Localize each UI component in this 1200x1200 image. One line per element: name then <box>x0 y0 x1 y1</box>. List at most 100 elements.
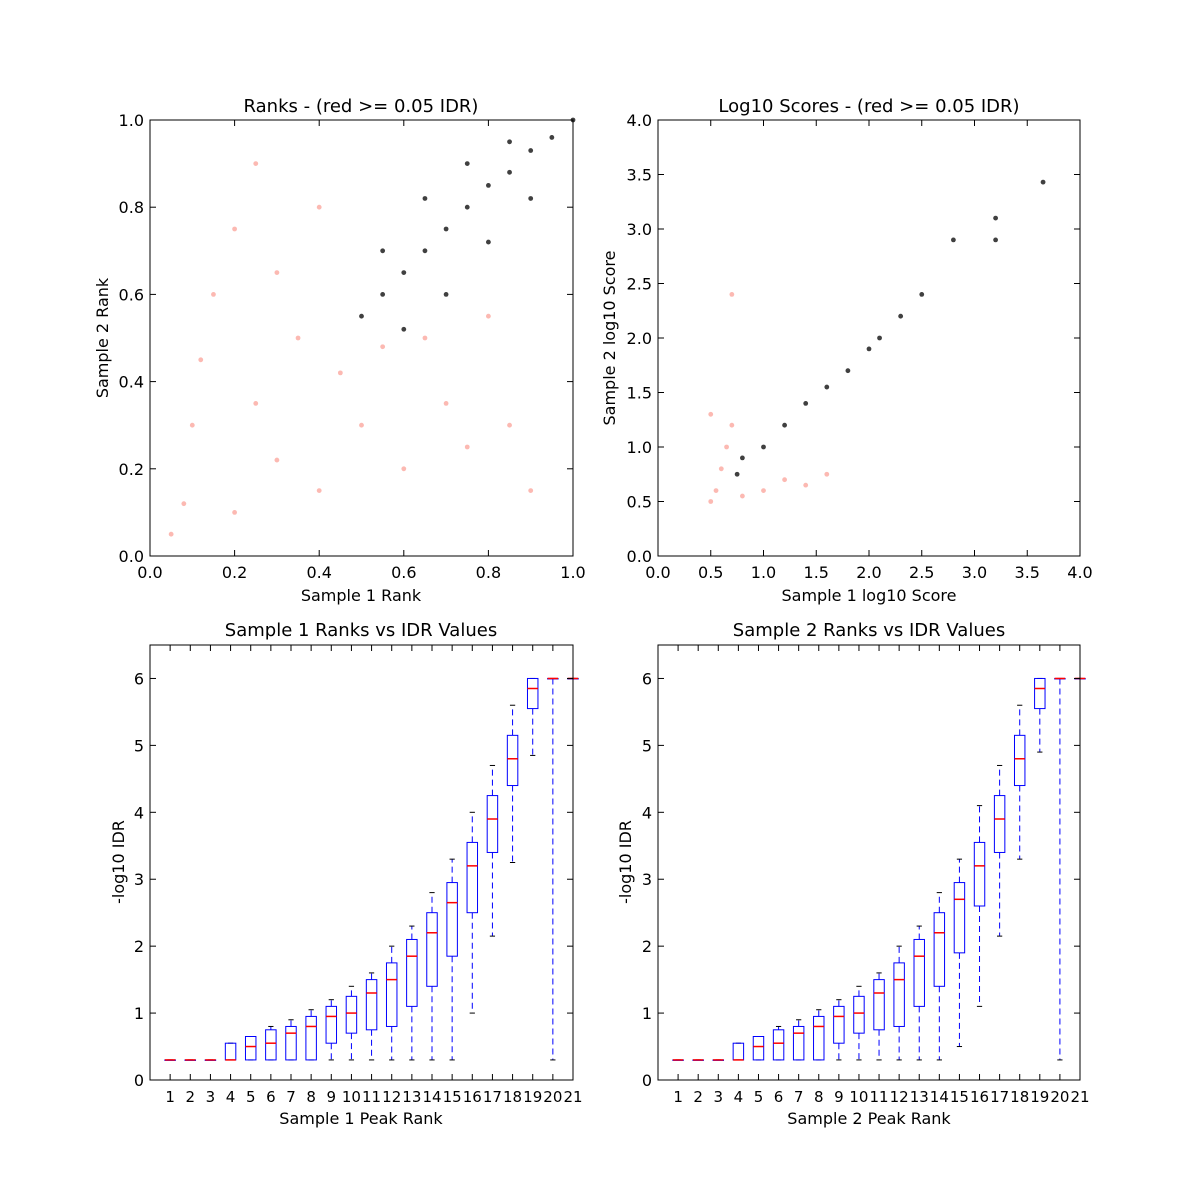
point-low-idr <box>761 444 766 450</box>
point-high-idr <box>443 401 449 406</box>
x-tick-label: 3.0 <box>962 563 987 582</box>
point-low-idr <box>993 215 998 221</box>
ranks-y-axis-label: Sample 2 Rank <box>93 277 112 398</box>
y-tick-label: 4.0 <box>627 111 652 130</box>
point-high-idr <box>486 313 491 319</box>
box <box>526 677 539 710</box>
y-tick-label: 0 <box>134 1071 144 1090</box>
point-high-idr <box>232 226 238 232</box>
point-high-idr <box>528 488 534 493</box>
box <box>772 1029 785 1061</box>
x-tick-label: 7 <box>286 1088 296 1106</box>
point-high-idr <box>708 499 714 504</box>
point-high-idr <box>380 344 386 350</box>
x-tick-label: 4.0 <box>1067 563 1092 582</box>
sample1-title: Sample 1 Ranks vs IDR Values <box>225 620 497 641</box>
point-low-idr <box>443 226 449 232</box>
y-tick-label: 0 <box>642 1071 652 1090</box>
ranks-scatter-marks <box>168 117 576 537</box>
point-low-idr <box>486 183 491 188</box>
box <box>973 841 986 907</box>
point-high-idr <box>803 482 809 488</box>
x-tick-label: 15 <box>443 1088 462 1106</box>
sample1-y-ticks: 0 1 2 3 4 5 6 <box>134 669 573 1090</box>
point-low-idr <box>380 292 386 297</box>
point-low-idr <box>464 204 470 210</box>
x-tick-label: 3.5 <box>1015 563 1040 582</box>
sample2-title: Sample 2 Ranks vs IDR Values <box>733 620 1005 641</box>
box <box>833 1005 845 1044</box>
x-tick-label: 3 <box>206 1088 216 1106</box>
y-tick-label: 3.5 <box>627 166 652 185</box>
box <box>244 1036 257 1061</box>
y-tick-label: 0.5 <box>627 493 652 512</box>
x-tick-label: 20 <box>543 1088 562 1106</box>
x-tick-label: 13 <box>910 1088 929 1106</box>
point-low-idr <box>464 161 470 167</box>
y-tick-label: 1 <box>134 1004 144 1023</box>
panel-sample2-boxplot: 1 2 3 4 5 6 7 8 9 10 11 12 13 14 15 16 17 18 19 20 21 012345… <box>616 620 1090 1128</box>
point-low-idr <box>734 471 740 477</box>
x-tick-label: 0.5 <box>698 563 723 582</box>
point-high-idr <box>198 357 204 363</box>
x-tick-label: 18 <box>1010 1088 1029 1106</box>
log10-title: Log10 Scores - (red >= 0.05 IDR) <box>718 96 1019 117</box>
panel-ranks-scatter: 0.0 0.2 0.4 0.6 0.8 1.0 0.0 0.2 0.4 0.6 0.8 1.0 Ra… <box>93 96 586 605</box>
point-high-idr <box>761 488 766 493</box>
box <box>953 882 966 954</box>
point-low-idr <box>782 422 787 428</box>
point-low-idr <box>528 148 534 153</box>
x-tick-label: 2.5 <box>909 563 934 582</box>
point-high-idr <box>316 488 322 493</box>
point-low-idr <box>845 368 851 374</box>
x-tick-label: 0.6 <box>391 563 416 582</box>
x-tick-label: 8 <box>814 1088 824 1106</box>
x-tick-label: 18 <box>503 1088 522 1106</box>
point-low-idr <box>1040 179 1046 185</box>
log10-scatter-marks <box>708 179 1046 504</box>
y-tick-label: 3 <box>134 870 144 889</box>
sample2-x-axis-label: Sample 2 Peak Rank <box>787 1109 951 1128</box>
x-tick-label: 1 <box>673 1088 683 1106</box>
x-tick-label: 1 <box>165 1088 175 1106</box>
ranks-plot-frame <box>149 119 574 557</box>
y-tick-label: 1 <box>642 1004 652 1023</box>
point-high-idr <box>211 292 216 297</box>
point-high-idr <box>729 422 735 428</box>
x-tick-label: 2 <box>186 1088 196 1106</box>
x-tick-label: 21 <box>563 1088 582 1106</box>
x-tick-label: 12 <box>890 1088 909 1106</box>
box <box>853 995 865 1034</box>
y-tick-label: 1.0 <box>627 438 652 457</box>
x-tick-label: 0.8 <box>476 563 501 582</box>
x-tick-label: 2 <box>693 1088 703 1106</box>
point-high-idr <box>782 477 787 483</box>
sample1-x-ticks: 1 2 3 4 5 6 7 8 9 10 11 12 13 14 15 16 17 18 19 20 21 <box>165 645 583 1106</box>
point-low-idr <box>740 455 745 461</box>
y-tick-label: 1.0 <box>119 111 144 130</box>
point-high-idr <box>708 411 714 417</box>
x-tick-label: 0.0 <box>137 563 162 582</box>
point-high-idr <box>253 401 259 406</box>
point-high-idr <box>729 292 735 297</box>
y-tick-label: 3.0 <box>627 220 652 239</box>
x-tick-label: 11 <box>362 1088 381 1106</box>
panel-log10-scatter: 0.0 0.5 1.0 1.5 2.0 2.5 3.0 3.5 4.0 0.0 0.5 1.0 1.5… <box>600 96 1093 605</box>
point-high-idr <box>295 335 301 341</box>
box <box>893 962 905 1027</box>
x-tick-label: 17 <box>483 1088 502 1106</box>
point-low-idr <box>507 139 512 145</box>
point-high-idr <box>718 466 724 472</box>
box <box>486 795 499 853</box>
point-low-idr <box>359 313 364 319</box>
x-tick-label: 16 <box>463 1088 482 1106</box>
point-low-idr <box>866 346 872 352</box>
sample1-plot-frame <box>149 644 574 1081</box>
x-tick-label: 9 <box>327 1088 337 1106</box>
x-tick-label: 19 <box>1030 1088 1049 1106</box>
x-tick-label: 10 <box>342 1088 361 1106</box>
box <box>426 912 438 987</box>
point-high-idr <box>337 370 343 376</box>
box <box>265 1029 277 1061</box>
x-tick-label: 12 <box>382 1088 401 1106</box>
